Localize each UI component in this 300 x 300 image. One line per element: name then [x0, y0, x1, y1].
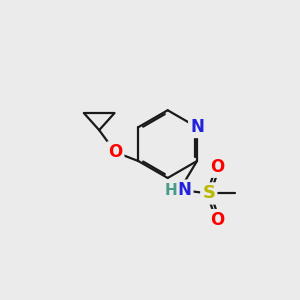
- Text: S: S: [202, 184, 215, 202]
- Text: N: N: [178, 182, 192, 200]
- Text: O: O: [108, 143, 122, 161]
- Text: H: H: [165, 183, 178, 198]
- Text: O: O: [210, 158, 224, 176]
- Text: N: N: [190, 118, 204, 136]
- Text: O: O: [210, 211, 224, 229]
